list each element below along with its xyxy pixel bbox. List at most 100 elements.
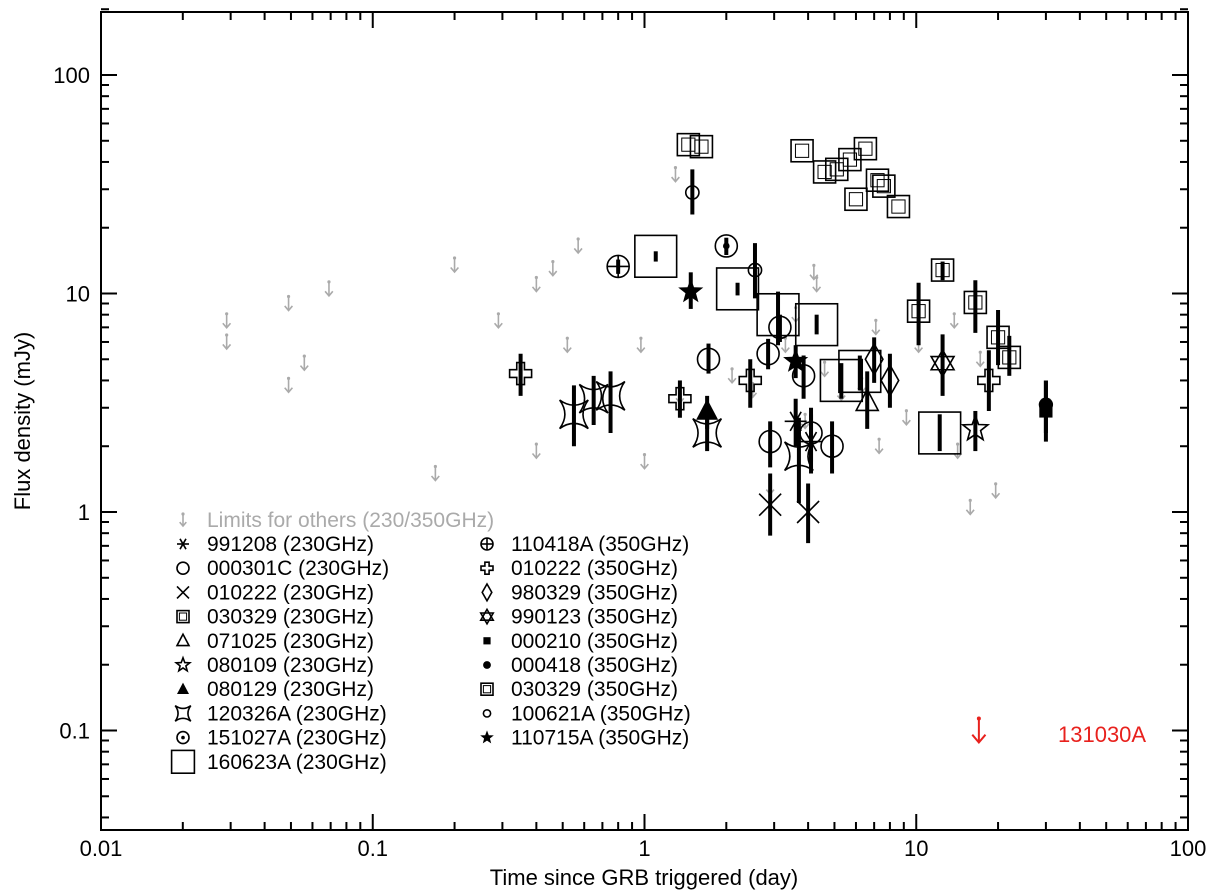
data-point [864, 337, 884, 383]
highlight-limit-131030A [971, 716, 987, 745]
upper-limit-arrow [949, 312, 959, 330]
data-point [799, 407, 823, 462]
upper-limit-arrow [222, 333, 232, 351]
upper-limit-arrow [780, 336, 790, 354]
asterisk-icon [177, 538, 189, 550]
upper-limit-arrow [820, 360, 830, 378]
data-point [844, 187, 868, 212]
series-030329-350ghz- [906, 258, 1022, 376]
legend-entry: 160623A (230GHz) [170, 749, 387, 775]
data-point [977, 350, 1001, 411]
data-point [784, 398, 807, 447]
upper-limit-arrow [573, 237, 583, 255]
data-point [819, 358, 864, 403]
upper-limit-arrow [493, 312, 503, 330]
data-point [714, 234, 739, 258]
data-point [853, 136, 878, 161]
data-point [558, 385, 589, 447]
hexagram-icon [479, 607, 495, 626]
legend-entry: 120326A (230GHz) [174, 702, 387, 725]
series-030329-230ghz- [676, 132, 911, 219]
series-000418-350ghz- [1038, 380, 1054, 433]
upper-limit-arrow [874, 437, 884, 455]
upper-limit-arrow [812, 275, 822, 293]
series-991208-230ghz- [784, 398, 823, 474]
legend-label: 990123 (350GHz) [511, 606, 678, 629]
data-point [508, 353, 533, 396]
data-point [678, 272, 704, 309]
series-151027a-230ghz- [714, 234, 739, 258]
data-point [886, 194, 911, 219]
upper-limit-arrow [222, 312, 232, 330]
data-point [880, 353, 900, 408]
data-point [790, 138, 814, 163]
y-tick-label: 0.1 [59, 719, 90, 744]
upper-limit-arrow [562, 336, 572, 354]
legend-entry: 110715A (350GHz) [480, 727, 689, 750]
star-filled-icon [480, 730, 494, 744]
data-point [668, 380, 692, 418]
square-large-icon [170, 749, 196, 775]
data-point [918, 411, 962, 455]
legend-entry: 010222 (350GHz) [480, 557, 678, 580]
data-point [696, 343, 721, 374]
data-point [960, 410, 991, 452]
legend: Limits for others (230/350GHz)991208 (23… [170, 509, 691, 775]
series-110715a-350ghz- [678, 272, 809, 379]
upper-limit-arrow [871, 318, 881, 336]
upper-limit-arrow [975, 350, 985, 368]
circle-plus-icon [480, 537, 494, 551]
x-tick-label: 10 [904, 836, 928, 861]
data-point [796, 483, 820, 544]
legend-label: 030329 (350GHz) [511, 678, 678, 701]
series-000301c-230ghz- [696, 314, 844, 474]
upper-limit-arrow [727, 367, 737, 385]
y-tick-label: 10 [66, 282, 90, 307]
data-point [689, 134, 714, 159]
y-tick-label: 100 [53, 63, 90, 88]
data-point [783, 417, 814, 503]
data-point [1038, 380, 1054, 433]
data-point [756, 338, 780, 370]
circle-small-icon [482, 709, 492, 718]
upper-limit-arrow [965, 498, 975, 516]
legend-limit-arrow [179, 512, 187, 528]
data-point [906, 282, 931, 346]
upper-limit-arrow [284, 376, 294, 394]
series-120326a-230ghz- [558, 371, 814, 503]
legend-entry: 030329 (230GHz) [176, 606, 374, 629]
data-point [963, 280, 988, 333]
legend-entry: 990123 (350GHz) [479, 606, 678, 629]
triangle-icon [175, 632, 191, 647]
legend-label: 080129 (230GHz) [207, 678, 374, 701]
x-axis-title: Time since GRB triggered (day) [490, 865, 799, 890]
legend-entry: 980329 (350GHz) [481, 581, 678, 604]
data-point [738, 359, 763, 408]
dot-icon [483, 661, 491, 669]
legend-entry: 000301C (230GHz) [176, 557, 389, 580]
diamond-icon [481, 582, 493, 603]
data-point [812, 160, 837, 184]
upper-limit-arrow [548, 260, 558, 277]
axis-ticks: 0.01 0.1 1 10 100 0.1 1 10 100 [53, 8, 1206, 861]
legend-label: 160623A (230GHz) [207, 751, 387, 774]
upper-limit-arrow [324, 280, 334, 298]
upper-limit-arrow [531, 442, 541, 460]
legend-entry: 000210 (350GHz) [483, 630, 678, 653]
data-point [756, 291, 800, 346]
x-tick-label: 1 [638, 836, 650, 861]
triangle-filled-icon [177, 682, 189, 694]
legend-entry: 010222 (230GHz) [176, 581, 374, 604]
data-series [508, 132, 1054, 544]
legend-label: 991208 (230GHz) [207, 533, 374, 556]
data-point [930, 258, 955, 282]
data-point [692, 414, 723, 452]
legend-entry: 071025 (230GHz) [175, 630, 374, 653]
x-tick-label: 0.1 [357, 836, 388, 861]
series-110418a-350ghz- [606, 254, 630, 279]
data-point [824, 157, 849, 182]
upper-limit-arrow [991, 482, 1001, 500]
legend-label: 030329 (230GHz) [207, 606, 374, 629]
upper-limit-arrow [450, 256, 460, 274]
